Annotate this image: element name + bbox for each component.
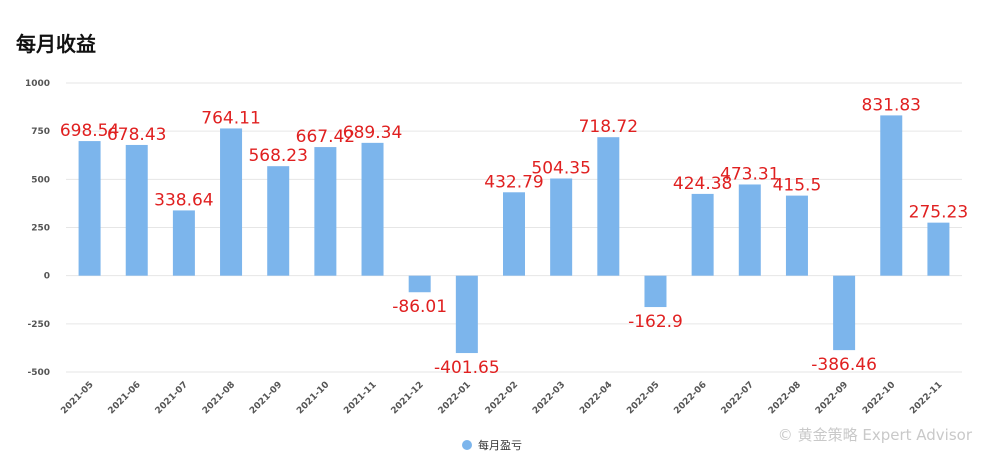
x-tick-label: 2022-01: [437, 380, 473, 416]
data-label: 698.54: [60, 121, 119, 141]
watermark: © 黄金策略 Expert Advisor: [778, 424, 972, 445]
y-tick-label: 0: [44, 272, 50, 282]
data-label: 504.35: [531, 158, 590, 178]
bar[interactable]: [408, 275, 431, 293]
data-label: 764.11: [201, 108, 260, 128]
x-tick-label: 2021-07: [154, 380, 190, 416]
data-label: 275.23: [909, 203, 968, 223]
bar[interactable]: [125, 144, 148, 276]
y-tick-label: -250: [27, 320, 50, 330]
x-tick-label: 2021-08: [201, 380, 237, 416]
y-tick-label: 500: [31, 175, 50, 185]
watermark-icon: ©: [777, 426, 793, 444]
data-label: 718.72: [579, 117, 638, 137]
legend-label: 每月盈亏: [478, 439, 522, 452]
x-tick-label: 2022-07: [720, 380, 756, 416]
data-label: -401.65: [434, 358, 500, 378]
data-label: 568.23: [248, 146, 307, 166]
bar[interactable]: [78, 141, 101, 276]
bar[interactable]: [455, 275, 478, 354]
chart-title: 每月收益: [16, 32, 96, 56]
y-tick-label: 750: [31, 127, 50, 137]
bar[interactable]: [361, 142, 384, 276]
data-label: 415.5: [773, 176, 822, 196]
bar[interactable]: [927, 222, 950, 276]
data-label: 473.31: [720, 164, 779, 184]
data-label: 667.42: [296, 127, 355, 147]
x-tick-label: 2022-06: [672, 380, 708, 416]
bar[interactable]: [833, 275, 856, 351]
bar[interactable]: [738, 184, 761, 276]
x-tick-label: 2021-12: [390, 380, 426, 416]
bar[interactable]: [880, 115, 903, 276]
data-label: 678.43: [107, 125, 166, 145]
data-label: -86.01: [392, 297, 447, 317]
bar[interactable]: [267, 166, 290, 276]
bars: [78, 115, 950, 354]
data-label: 689.34: [343, 123, 402, 143]
y-axis-ticks: 1000 750 500 250 0 -250 -500: [25, 79, 50, 378]
bar[interactable]: [644, 275, 667, 308]
legend[interactable]: 每月盈亏: [462, 437, 522, 453]
x-axis-ticks: 2021-05 2021-06 2021-07 2021-08 2021-09 2021-…: [59, 380, 944, 416]
y-tick-label: -500: [27, 368, 50, 378]
x-tick-label: 2021-10: [295, 380, 331, 416]
grid-lines: [66, 82, 962, 373]
x-tick-label: 2022-05: [625, 380, 661, 416]
x-tick-label: 2021-06: [107, 380, 143, 416]
bar[interactable]: [220, 128, 243, 276]
y-tick-label: 1000: [25, 79, 50, 89]
x-tick-label: 2022-09: [814, 380, 850, 416]
bar[interactable]: [691, 193, 714, 276]
bar[interactable]: [503, 192, 525, 276]
bar[interactable]: [785, 195, 808, 276]
data-label: 432.79: [484, 172, 543, 192]
x-tick-label: 2022-11: [908, 380, 944, 416]
x-tick-label: 2022-02: [484, 380, 520, 416]
bar[interactable]: [172, 210, 195, 276]
x-tick-label: 2022-10: [861, 380, 897, 416]
data-label: 424.38: [673, 174, 732, 194]
data-label: -162.9: [628, 312, 683, 332]
x-tick-label: 2021-05: [59, 380, 95, 416]
x-tick-label: 2022-08: [767, 380, 803, 416]
x-tick-label: 2021-11: [342, 380, 378, 416]
data-label: 831.83: [862, 95, 921, 115]
bar[interactable]: [314, 147, 337, 276]
bar[interactable]: [550, 178, 573, 276]
bar[interactable]: [597, 137, 620, 276]
x-tick-label: 2022-04: [578, 380, 614, 416]
legend-swatch: [462, 440, 472, 450]
x-tick-label: 2021-09: [248, 380, 284, 416]
x-tick-label: 2022-03: [531, 380, 567, 416]
watermark-text: 黄金策略 Expert Advisor: [797, 426, 972, 444]
data-label: -386.46: [811, 355, 877, 375]
y-tick-label: 250: [31, 224, 50, 234]
data-label: 338.64: [154, 190, 213, 210]
